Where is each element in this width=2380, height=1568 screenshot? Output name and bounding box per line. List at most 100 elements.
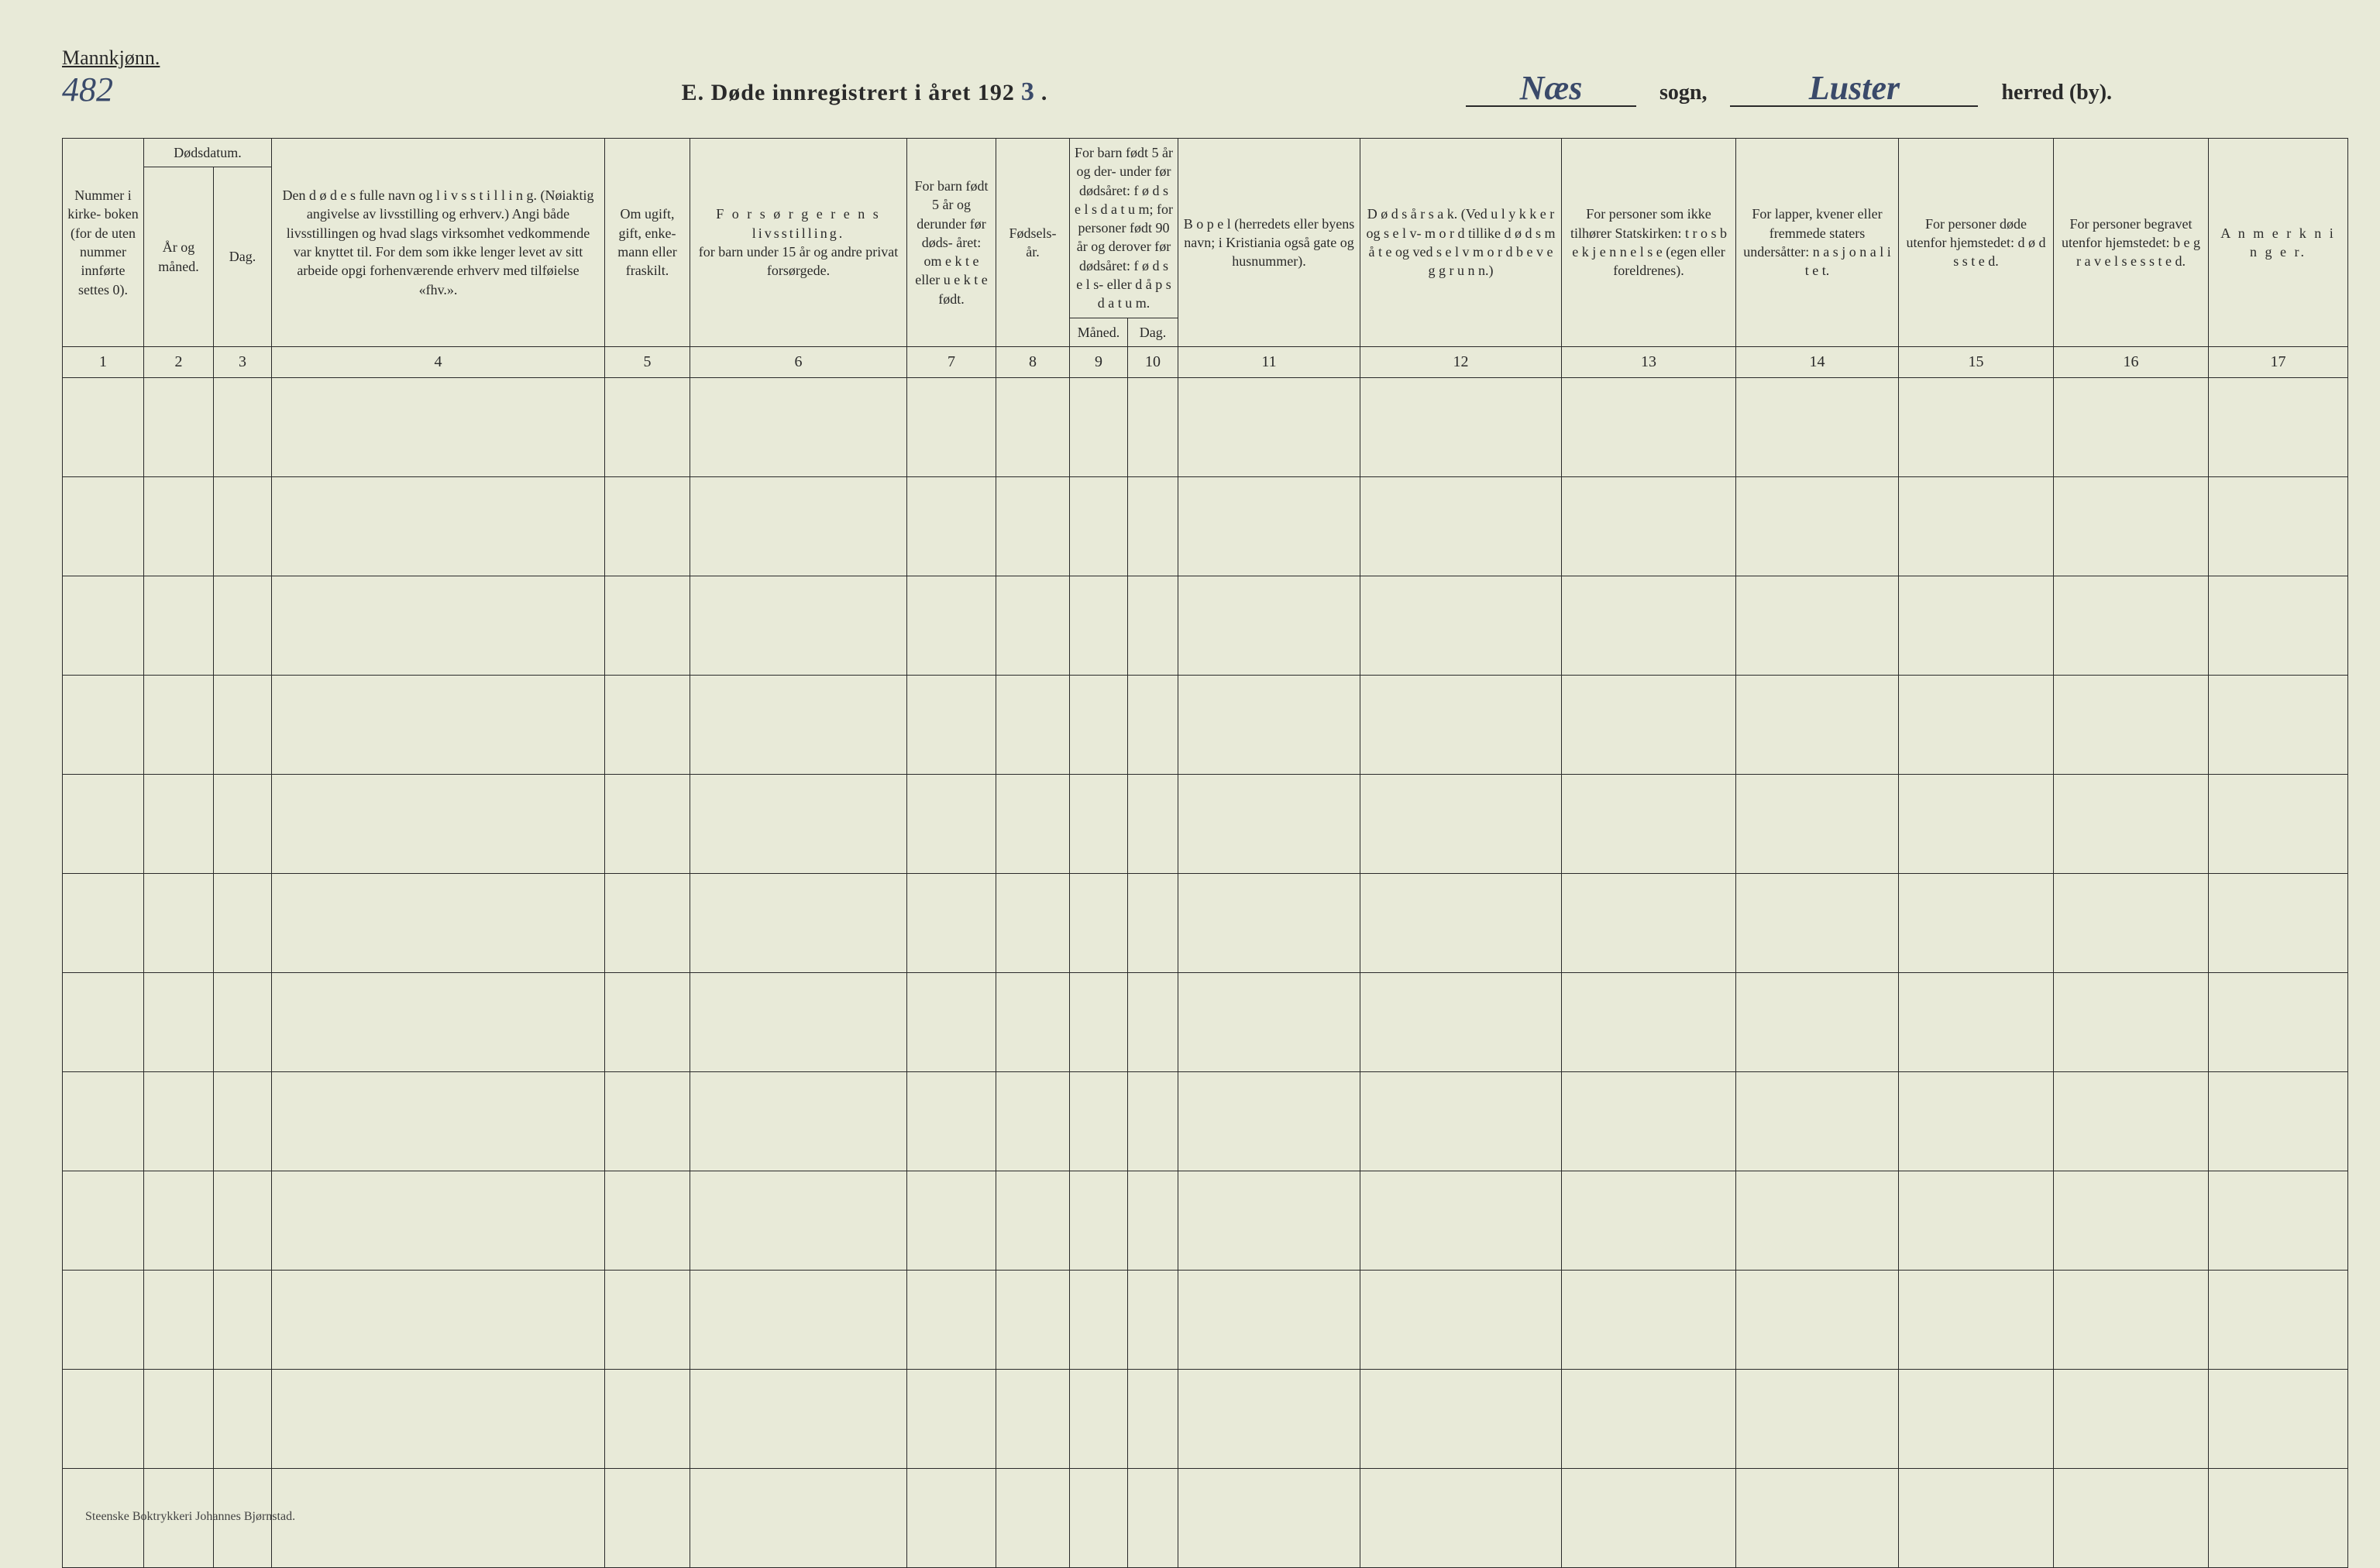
colnum: 14 (1736, 346, 1899, 377)
cell (1070, 576, 1128, 675)
cell (1070, 1468, 1128, 1567)
cell (2209, 1369, 2348, 1468)
cell (1070, 972, 1128, 1071)
cell (1899, 1468, 2054, 1567)
cell (1070, 675, 1128, 774)
col-9-10-header: For barn født 5 år og der- under før død… (1070, 139, 1178, 318)
cell (1070, 476, 1128, 576)
cell (1899, 675, 2054, 774)
cell (1128, 1468, 1178, 1567)
cell (144, 675, 214, 774)
cell (1178, 873, 1360, 972)
cell (605, 873, 690, 972)
cell (2209, 1270, 2348, 1369)
cell (272, 972, 605, 1071)
cell (1899, 377, 2054, 476)
cell (214, 576, 272, 675)
cell (996, 873, 1070, 972)
register-table: Nummer i kirke- boken (for de uten numme… (62, 138, 2348, 1568)
cell (2209, 1468, 2348, 1567)
cell (2054, 476, 2209, 576)
col-13-header: For personer som ikke tilhører Statskirk… (1562, 139, 1736, 347)
cell (605, 1369, 690, 1468)
cell (1736, 476, 1899, 576)
cell (907, 576, 996, 675)
cell (144, 1071, 214, 1171)
cell (1562, 1369, 1736, 1468)
cell (605, 1171, 690, 1270)
cell (1178, 1270, 1360, 1369)
table-row (63, 675, 2348, 774)
cell (1899, 1369, 2054, 1468)
cell (1070, 873, 1128, 972)
cell (63, 1369, 144, 1468)
colnum: 1 (63, 346, 144, 377)
year-suffix: 3 (1021, 77, 1035, 107)
cell (690, 675, 907, 774)
cell (1070, 1071, 1128, 1171)
cell (1070, 774, 1128, 873)
cell (144, 576, 214, 675)
cell (1360, 1171, 1562, 1270)
cell (2209, 476, 2348, 576)
cell (2054, 576, 2209, 675)
cell (63, 476, 144, 576)
cell (63, 1171, 144, 1270)
cell (144, 972, 214, 1071)
cell (690, 873, 907, 972)
title-period: . (1041, 80, 1048, 106)
col-2-header-top: Dødsdatum. (144, 139, 272, 167)
col-17-header: A n m e r k n i n g e r. (2209, 139, 2348, 347)
cell (1360, 476, 1562, 576)
cell (214, 675, 272, 774)
cell (2054, 774, 2209, 873)
cell (2209, 1071, 2348, 1171)
cell (2054, 1468, 2209, 1567)
cell (144, 377, 214, 476)
colnum: 7 (907, 346, 996, 377)
cell (63, 675, 144, 774)
cell (2054, 1270, 2209, 1369)
cell (605, 377, 690, 476)
cell (2054, 873, 2209, 972)
header-row: Mannkjønn. 482 E. Døde innregistrert i å… (62, 46, 2318, 107)
cell (214, 774, 272, 873)
colnum: 17 (2209, 346, 2348, 377)
cell (996, 576, 1070, 675)
table-row (63, 1468, 2348, 1567)
cell (605, 476, 690, 576)
col-9-header: Måned. (1070, 318, 1128, 346)
cell (1562, 1468, 1736, 1567)
cell (214, 1171, 272, 1270)
cell (1128, 1270, 1178, 1369)
cell (1070, 1270, 1128, 1369)
cell (1128, 774, 1178, 873)
cell (214, 476, 272, 576)
cell (272, 1369, 605, 1468)
cell (272, 1468, 605, 1567)
cell (690, 1369, 907, 1468)
cell (1360, 675, 1562, 774)
cell (1736, 1171, 1899, 1270)
cell (1070, 1171, 1128, 1270)
col-7-header: For barn født 5 år og derunder før døds-… (907, 139, 996, 347)
cell (996, 774, 1070, 873)
cell (1178, 774, 1360, 873)
cell (996, 476, 1070, 576)
cell (144, 1171, 214, 1270)
cell (907, 1369, 996, 1468)
cell (1899, 774, 2054, 873)
cell (1736, 774, 1899, 873)
cell (1562, 1071, 1736, 1171)
cell (1128, 1171, 1178, 1270)
table-row (63, 476, 2348, 576)
cell (63, 873, 144, 972)
cell (690, 576, 907, 675)
cell (63, 1270, 144, 1369)
cell (1128, 873, 1178, 972)
cell (907, 377, 996, 476)
cell (2209, 774, 2348, 873)
cell (1360, 377, 1562, 476)
cell (272, 1171, 605, 1270)
cell (144, 1369, 214, 1468)
